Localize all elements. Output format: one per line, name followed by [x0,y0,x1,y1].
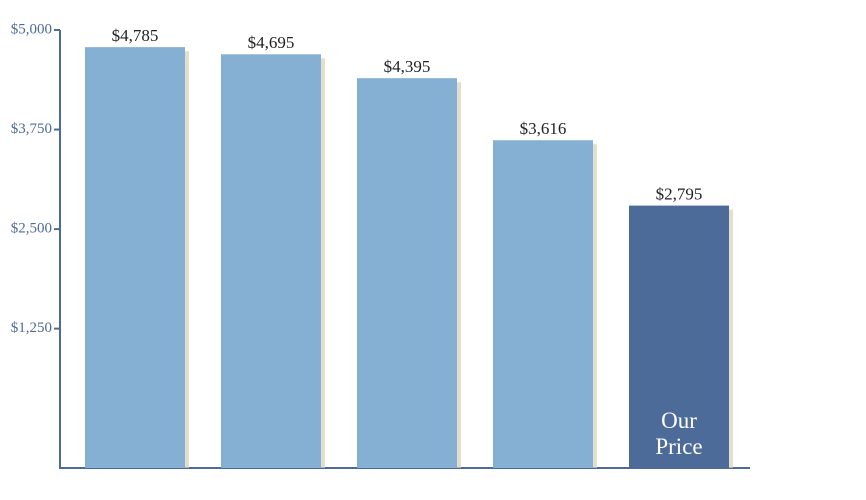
y-tick-label: $5,000 [11,21,52,37]
value-label: $2,795 [656,185,703,204]
bar [221,54,321,468]
bar [493,140,593,468]
bar [357,78,457,469]
bar [85,47,185,468]
value-label: $4,695 [248,33,295,52]
bar [629,205,729,468]
value-label: $3,616 [520,119,567,138]
y-tick-label: $1,250 [11,320,52,336]
value-label: $4,395 [384,57,431,76]
value-label: $4,785 [112,26,159,45]
y-tick-label: $2,500 [11,221,52,237]
y-tick-label: $3,750 [11,121,52,137]
category-label: Our Price [655,408,703,459]
